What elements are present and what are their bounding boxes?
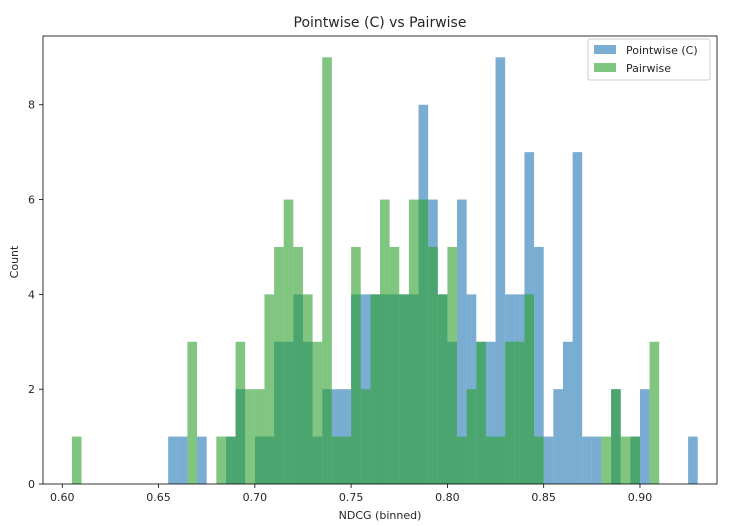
histogram-bar <box>177 436 188 484</box>
histogram-bar <box>495 436 506 484</box>
histogram-bar <box>331 436 342 484</box>
histogram-bar <box>216 436 226 484</box>
x-axis-label: NDCG (binned) <box>339 509 422 522</box>
histogram-bar <box>611 389 621 484</box>
histogram-bar <box>485 436 496 484</box>
histogram-bar <box>639 389 650 484</box>
histogram-bar <box>341 436 352 484</box>
y-tick-label: 2 <box>28 383 35 396</box>
legend: Pointwise (C) Pairwise <box>587 38 711 81</box>
x-tick-label: 0.60 <box>50 491 75 504</box>
histogram-bar <box>274 246 284 484</box>
histogram-bar <box>71 436 82 484</box>
histogram-bar <box>283 199 294 484</box>
y-tick-label: 8 <box>28 99 35 112</box>
x-tick-label: 0.90 <box>628 491 653 504</box>
histogram-bar <box>254 389 265 484</box>
histogram-bar <box>466 389 477 484</box>
legend-box <box>587 38 711 81</box>
histogram-bar <box>476 341 486 484</box>
histogram-bar <box>428 246 438 484</box>
histogram-bar <box>514 341 525 484</box>
histogram-bar <box>245 389 255 484</box>
histogram-bar <box>302 294 313 484</box>
histogram-bar <box>534 436 544 484</box>
x-tick-label: 0.75 <box>339 491 364 504</box>
histogram-bar <box>235 341 246 484</box>
legend-label-pairwise: Pairwise <box>626 62 671 75</box>
y-tick-label: 6 <box>28 194 35 207</box>
legend-swatch-pointwise <box>594 45 616 54</box>
y-axis-ticks: 0 2 4 6 8 <box>28 99 43 491</box>
histogram-bar <box>582 436 592 484</box>
histogram-bar <box>418 199 429 484</box>
histogram-bar <box>360 294 371 484</box>
histogram-bar <box>630 436 640 484</box>
histogram-bar <box>543 436 554 484</box>
histogram-bar <box>312 341 323 484</box>
axes: 0.60 0.65 0.70 0.75 0.80 0.85 0.90 0 2 4 6 8 <box>28 35 718 504</box>
histogram-bar <box>524 294 535 484</box>
histogram-bar <box>505 341 515 484</box>
histogram-bar <box>351 246 361 484</box>
histogram-bar <box>408 199 419 484</box>
histogram-bar <box>553 389 563 484</box>
histogram-bar <box>534 246 544 484</box>
histogram-bar <box>601 436 612 484</box>
plot-frame <box>42 35 718 485</box>
histogram-bar <box>264 294 275 484</box>
y-tick-label: 0 <box>28 478 35 491</box>
histogram-bar <box>620 436 631 484</box>
histogram-bar <box>447 246 458 484</box>
histogram-bar <box>457 436 467 484</box>
y-axis-label: Count <box>8 245 21 278</box>
histogram-bar <box>225 436 236 484</box>
histogram-bar <box>485 341 496 484</box>
histogram-bar <box>197 436 207 484</box>
x-tick-label: 0.65 <box>146 491 171 504</box>
y-tick-label: 4 <box>28 288 35 301</box>
histogram-bar <box>187 341 198 484</box>
x-tick-label: 0.80 <box>435 491 460 504</box>
histogram-bar <box>380 199 390 484</box>
histogram-bar <box>370 294 380 484</box>
histogram-bar <box>399 294 409 484</box>
histogram-bar <box>572 152 583 484</box>
histogram-bar <box>562 341 573 484</box>
histogram-bar <box>360 389 371 484</box>
x-tick-label: 0.70 <box>243 491 268 504</box>
legend-swatch-pairwise <box>594 63 616 72</box>
series-1 <box>71 57 660 484</box>
histogram-bar <box>591 436 602 484</box>
histogram-bar <box>389 246 400 484</box>
histogram-bar <box>168 436 178 484</box>
histogram-bar <box>649 341 660 484</box>
x-axis-ticks: 0.60 0.65 0.70 0.75 0.80 0.85 0.90 <box>50 484 652 504</box>
x-tick-label: 0.85 <box>531 491 556 504</box>
histogram-bar <box>322 57 332 484</box>
histogram-bar <box>688 436 698 484</box>
histogram-bar <box>457 199 467 484</box>
histogram-bar <box>293 246 303 484</box>
histogram-bar <box>495 57 506 484</box>
bars-layer <box>71 57 698 485</box>
histogram-bar <box>466 294 477 484</box>
legend-label-pointwise: Pointwise (C) <box>626 44 698 57</box>
histogram-bar <box>437 294 448 484</box>
chart-title: Pointwise (C) vs Pairwise <box>294 15 467 31</box>
